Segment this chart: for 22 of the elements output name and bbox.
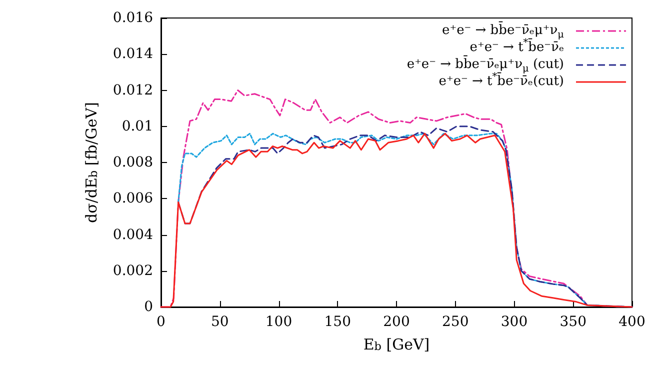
y-tick-label: 0.002 — [112, 262, 153, 279]
x-tick-label: 400 — [618, 314, 646, 330]
x-tick-label: 200 — [383, 314, 410, 330]
y-tick-label: 0.008 — [112, 154, 153, 170]
y-tick-label: 0.014 — [112, 46, 154, 62]
y-tick-label: 0 — [144, 299, 153, 315]
y-tick-label: 0.004 — [112, 226, 154, 243]
y-tick-label: 0.016 — [112, 10, 154, 26]
y-tick-label: 0.012 — [112, 82, 153, 98]
x-tick-label: 250 — [442, 314, 469, 330]
x-tick-label: 100 — [265, 314, 292, 330]
x-tick-label: 350 — [560, 314, 586, 330]
legend-label: e⁺e⁻ → t$^{*}$b̄e⁻ν̄ₑ(cut) — [438, 72, 564, 90]
x-tick-label: 0 — [156, 314, 166, 330]
x-tick-label: 300 — [500, 314, 528, 330]
y-tick-label: 0.006 — [112, 190, 154, 207]
x-tick-label: 50 — [210, 314, 229, 330]
y-axis-title: dσ/dEb [fb/GeV] — [82, 102, 100, 224]
y-tick-label: 0.01 — [122, 118, 153, 134]
x-axis-title: Eb [GeV] — [363, 336, 430, 354]
x-tick-label: 150 — [324, 314, 351, 330]
legend-label: e⁺e⁻ → t$^{*}$b̄e⁻ν̄ₑ — [470, 38, 564, 55]
